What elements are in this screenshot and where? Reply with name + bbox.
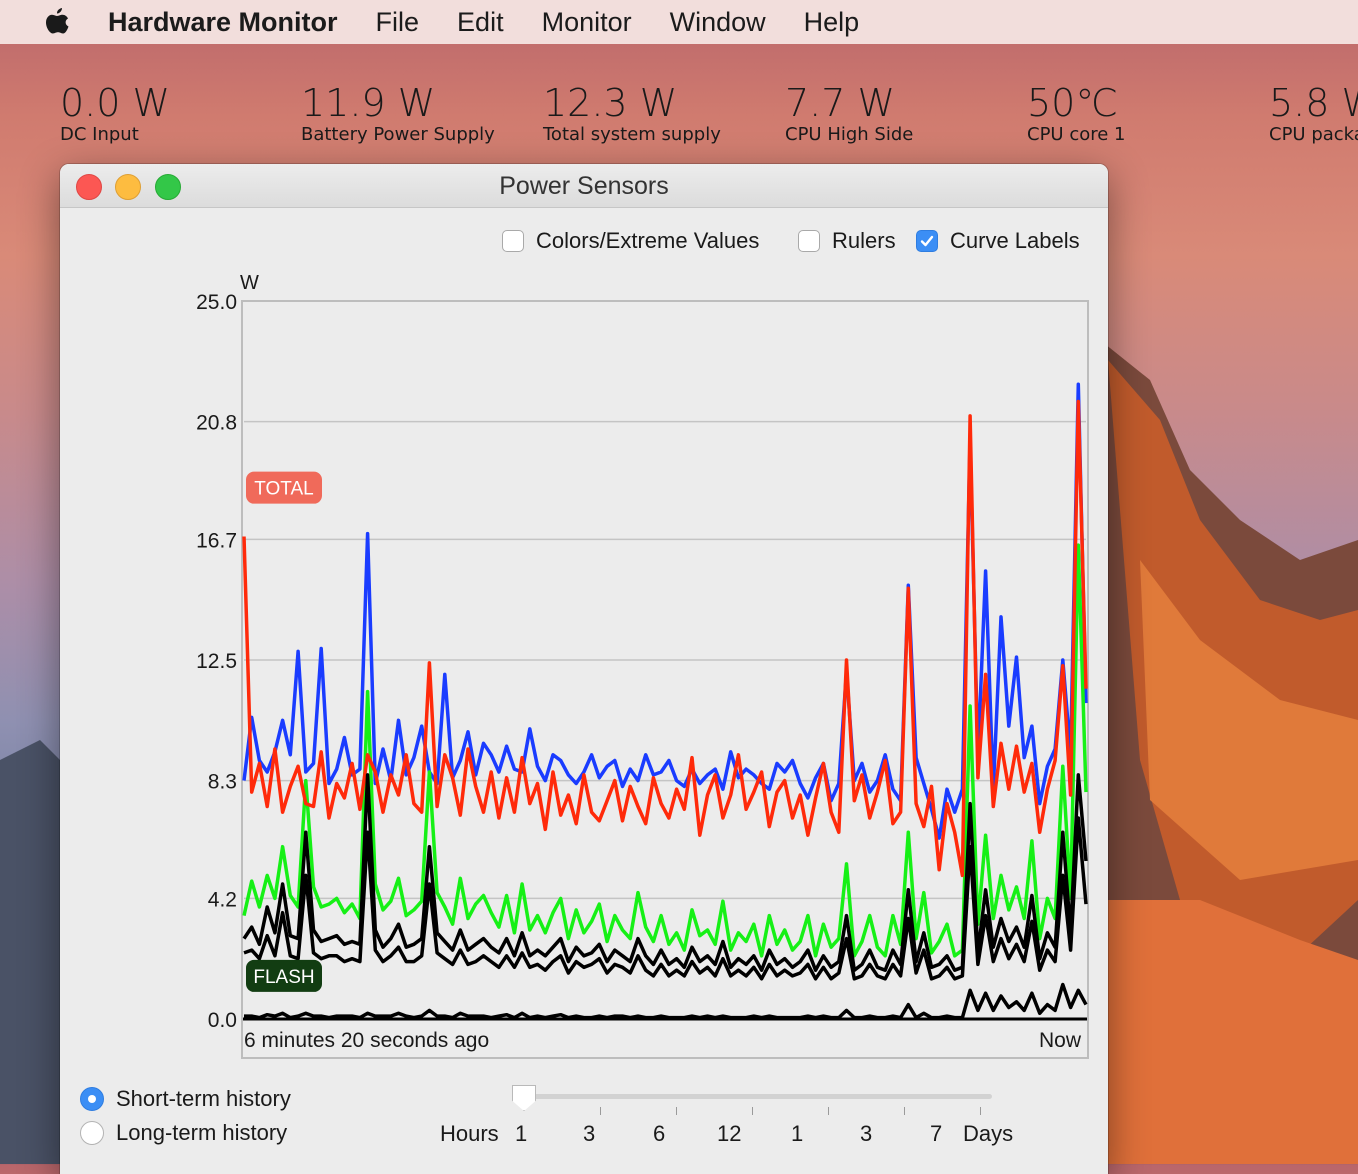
apple-icon[interactable] — [40, 5, 74, 39]
stat-battery-power: 11.9 W Battery Power Supply — [301, 82, 495, 146]
slider-tick-label: 3 — [860, 1121, 873, 1146]
y-tick-label: 4.2 — [208, 888, 237, 911]
curve-label-bg — [246, 959, 322, 992]
series-line — [244, 982, 1088, 1020]
stat-value: 7.7 W — [785, 81, 896, 125]
stat-value: 5.8 W — [1269, 82, 1358, 125]
stat-label: DC Input — [60, 124, 139, 145]
curve-label-text: TOTAL — [254, 479, 313, 500]
radio-label: Long-term history — [116, 1120, 288, 1145]
stat-label: Total system supply — [543, 124, 721, 145]
slider-tick — [752, 1107, 753, 1115]
stat-dc-input: 0.0 W DC Input — [60, 82, 170, 146]
rulers-checkbox[interactable]: Rulers — [798, 228, 896, 254]
x-start-label: 6 minutes 20 seconds ago — [244, 1029, 489, 1052]
checkbox-box[interactable] — [916, 230, 938, 252]
checkbox-label: Colors/Extreme Values — [536, 228, 760, 253]
zoom-button[interactable] — [155, 174, 181, 200]
series-line — [242, 399, 1088, 878]
menu-window[interactable]: Window — [669, 6, 766, 37]
curve-label-text: FLASH — [253, 967, 314, 988]
slider-tick — [600, 1107, 601, 1115]
stat-cpu-package: 5.8 W CPU package — [1269, 82, 1358, 146]
slider-tick — [676, 1107, 677, 1115]
curve-label-flash: FLASH — [246, 959, 322, 992]
slider-tick-label: 12 — [717, 1121, 742, 1146]
slider-tick-label: 7 — [930, 1121, 943, 1146]
checkbox-box[interactable] — [502, 230, 524, 252]
slider-tick-label: 6 — [653, 1121, 666, 1146]
radio-label: Short-term history — [116, 1086, 291, 1111]
menu-monitor[interactable]: Monitor — [541, 6, 632, 37]
close-button[interactable] — [76, 174, 102, 200]
slider-days-label: Days — [963, 1121, 1014, 1146]
stat-label: Battery Power Supply — [301, 124, 495, 145]
app-name-menu[interactable]: Hardware Monitor — [108, 6, 338, 37]
stat-cpu-core-1: 50℃ CPU core 1 — [1027, 82, 1125, 146]
power-chart: W 25.0 20.8 16.7 12.5 8.3 4.2 0.0 TOTAL FLASH 6… — [196, 272, 1089, 1059]
power-sensors-window: Power Sensors Colors/Extreme Values Rule… — [60, 164, 1108, 1174]
long-term-history-radio[interactable]: Long-term history — [80, 1120, 287, 1146]
minimize-button[interactable] — [115, 174, 141, 200]
slider-tick — [828, 1107, 829, 1115]
checkbox-label: Rulers — [832, 228, 896, 253]
history-slider-knob[interactable] — [512, 1085, 536, 1111]
stat-total-supply: 12.3 W Total system supply — [543, 82, 721, 146]
curve-labels: TOTAL FLASH — [246, 471, 322, 992]
series-line — [242, 773, 1088, 972]
y-tick-label: 8.3 — [208, 771, 237, 794]
series-lines — [242, 382, 1088, 1020]
curve-label-total: TOTAL — [246, 471, 322, 504]
stat-label: CPU High Side — [785, 124, 914, 145]
curve-label-bg — [246, 471, 322, 504]
menu-bar: Hardware Monitor File Edit Monitor Windo… — [0, 0, 1358, 44]
y-axis-unit: W — [240, 272, 259, 294]
menu-file[interactable]: File — [375, 6, 420, 37]
stat-value: 0.0 W — [60, 81, 171, 125]
slider-tick-label: 1 — [791, 1121, 804, 1146]
radio-dot[interactable] — [80, 1087, 104, 1111]
y-tick-label: 0.0 — [208, 1009, 237, 1032]
slider-tick — [904, 1107, 905, 1115]
slider-hours-label: Hours — [440, 1121, 499, 1146]
window-title: Power Sensors — [499, 172, 669, 200]
y-axis-ticks: 25.0 20.8 16.7 12.5 8.3 4.2 0.0 — [196, 291, 237, 1032]
stat-value: 50℃ — [1027, 81, 1119, 125]
short-term-history-radio[interactable]: Short-term history — [80, 1086, 291, 1112]
series-line — [242, 543, 1088, 958]
x-end-label: Now — [1039, 1029, 1082, 1052]
slider-tick — [980, 1107, 981, 1115]
slider-tick-label: 3 — [583, 1121, 596, 1146]
series-line — [243, 816, 1088, 981]
window-titlebar[interactable]: Power Sensors — [60, 164, 1108, 208]
history-slider-track[interactable] — [520, 1094, 992, 1099]
y-tick-label: 25.0 — [196, 291, 237, 314]
stat-label: CPU core 1 — [1027, 124, 1126, 145]
stat-label: CPU package — [1269, 124, 1358, 145]
checkbox-label: Curve Labels — [950, 228, 1080, 253]
slider-tick-label: 1 — [515, 1121, 528, 1146]
y-tick-label: 12.5 — [196, 650, 237, 673]
y-tick-label: 16.7 — [196, 529, 237, 552]
series-line — [242, 382, 1088, 840]
grid-lines — [244, 420, 1086, 900]
stat-cpu-high-side: 7.7 W CPU High Side — [785, 82, 913, 146]
radio-dot[interactable] — [80, 1121, 104, 1145]
stat-value: 11.9 W — [301, 81, 436, 125]
colors-extreme-checkbox[interactable]: Colors/Extreme Values — [502, 228, 759, 254]
menu-edit[interactable]: Edit — [457, 6, 504, 37]
stat-value: 12.3 W — [543, 81, 678, 125]
menu-help[interactable]: Help — [803, 6, 860, 37]
curve-labels-checkbox[interactable]: Curve Labels — [916, 228, 1080, 254]
y-tick-label: 20.8 — [196, 412, 237, 435]
checkmark-icon — [920, 235, 934, 247]
checkbox-box[interactable] — [798, 230, 820, 252]
